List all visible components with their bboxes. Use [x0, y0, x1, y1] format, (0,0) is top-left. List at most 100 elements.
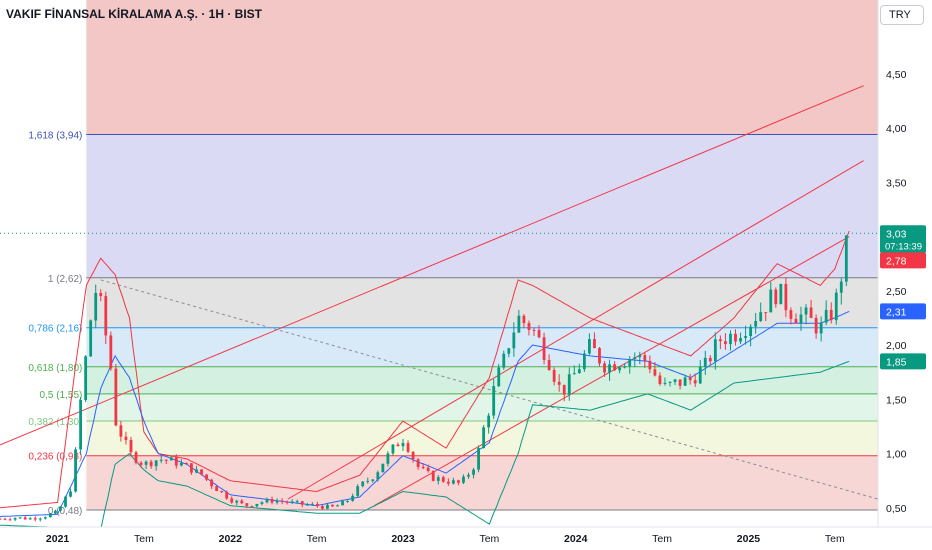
last-price-tag-bg [880, 225, 926, 254]
candle-body [411, 451, 415, 460]
bb-lower-tag-text: 1,85 [886, 356, 907, 368]
x-tick-label: 2024 [564, 533, 588, 545]
currency-button[interactable]: TRY [880, 5, 924, 25]
candle-body [613, 364, 616, 371]
candle-body [829, 309, 833, 321]
bb-upper-tag-bg [880, 252, 926, 269]
candle-body [603, 363, 606, 373]
candle-body [54, 510, 57, 514]
candle-body [562, 384, 566, 395]
candle-body [59, 506, 62, 511]
candle-body [663, 382, 667, 384]
bb-basis-line [0, 310, 850, 517]
candle-body [260, 502, 264, 504]
channel-line [287, 160, 864, 500]
candle-body [8, 519, 12, 521]
candle-body [482, 427, 486, 449]
candle-body [366, 480, 370, 482]
candle-body [220, 491, 224, 493]
channel-line [0, 85, 864, 446]
candle-body [174, 457, 178, 466]
bb-upper-tag-text: 2,78 [886, 255, 907, 267]
fib-label: 0,236 (0,98) [28, 452, 82, 463]
candle-body [582, 353, 586, 370]
y-tick-label: 1,50 [886, 394, 907, 406]
candle-body [230, 498, 234, 503]
fib-label: 0 (0,48) [48, 506, 82, 517]
x-axis-bg [0, 527, 932, 550]
candle-body [124, 436, 128, 440]
countdown-text: 07:13:39 [885, 241, 922, 252]
last-price-tag-text: 3,03 [886, 228, 907, 240]
candle-body [114, 368, 118, 426]
candle-body [361, 481, 365, 487]
candle-body [341, 501, 344, 506]
candle-body [23, 517, 27, 520]
candle-body [819, 322, 823, 334]
candle-body [809, 307, 813, 318]
candle-body [240, 500, 244, 504]
candles [0, 235, 848, 522]
candle-body [457, 480, 460, 483]
candle-body [638, 355, 642, 358]
y-tick-label: 2,00 [886, 340, 907, 352]
candle-body [527, 323, 531, 330]
candle-body [255, 503, 259, 507]
candle-body [522, 315, 526, 324]
candle-body [285, 501, 289, 503]
candle-body [144, 461, 148, 465]
candle-body [472, 469, 475, 475]
fib-label: 0,5 (1,55) [40, 390, 83, 401]
chart-title: VAKIF FİNANSAL KİRALAMA A.Ş. · 1H · BIST [6, 7, 262, 21]
candle-body [477, 448, 480, 470]
candle-body [215, 486, 219, 492]
candle-body [376, 472, 380, 480]
candle-body [824, 309, 828, 323]
candle-body [195, 469, 198, 473]
candle-body [250, 505, 254, 507]
candle-body [134, 452, 138, 463]
candle-body [331, 504, 334, 507]
candle-body [643, 355, 647, 361]
x-tick-label: 2025 [737, 533, 761, 545]
candle-body [84, 356, 88, 400]
x-tick-label: Tem [479, 533, 499, 545]
candle-body [295, 501, 299, 503]
y-tick-label: 3,50 [886, 177, 907, 189]
candle-body [693, 380, 697, 384]
x-tick-label: Tem [825, 533, 845, 545]
candle-body [421, 467, 425, 469]
candle-body [225, 491, 229, 499]
candle-body [744, 336, 747, 339]
x-tick-label: 2022 [219, 533, 243, 545]
candle-body [547, 359, 551, 370]
candle-body [542, 337, 546, 360]
candle-body [502, 353, 506, 368]
candle-body [623, 366, 627, 368]
candle-body [588, 339, 591, 354]
candle-body [184, 462, 188, 464]
candle-body [336, 505, 339, 507]
candle-body [48, 513, 52, 518]
candle-body [205, 474, 208, 480]
candle-body [321, 505, 324, 509]
x-tick-label: 2023 [391, 533, 415, 545]
y-tick-label: 1,00 [886, 449, 907, 461]
candle-body [104, 296, 108, 336]
candle-body [794, 318, 798, 324]
candle-body [346, 500, 350, 502]
candle-body [18, 517, 22, 519]
candle-body [3, 518, 7, 520]
candle-body [315, 504, 319, 506]
candle-body [739, 338, 742, 342]
fib-label: 0,618 (1,80) [28, 363, 82, 374]
y-tick-label: 4,00 [886, 123, 907, 135]
candle-body [653, 369, 657, 376]
candle-body [351, 495, 355, 501]
candle-body [310, 504, 314, 506]
candle-body [159, 459, 163, 461]
y-tick-label: 0,50 [886, 503, 907, 515]
candle-body [391, 444, 395, 454]
